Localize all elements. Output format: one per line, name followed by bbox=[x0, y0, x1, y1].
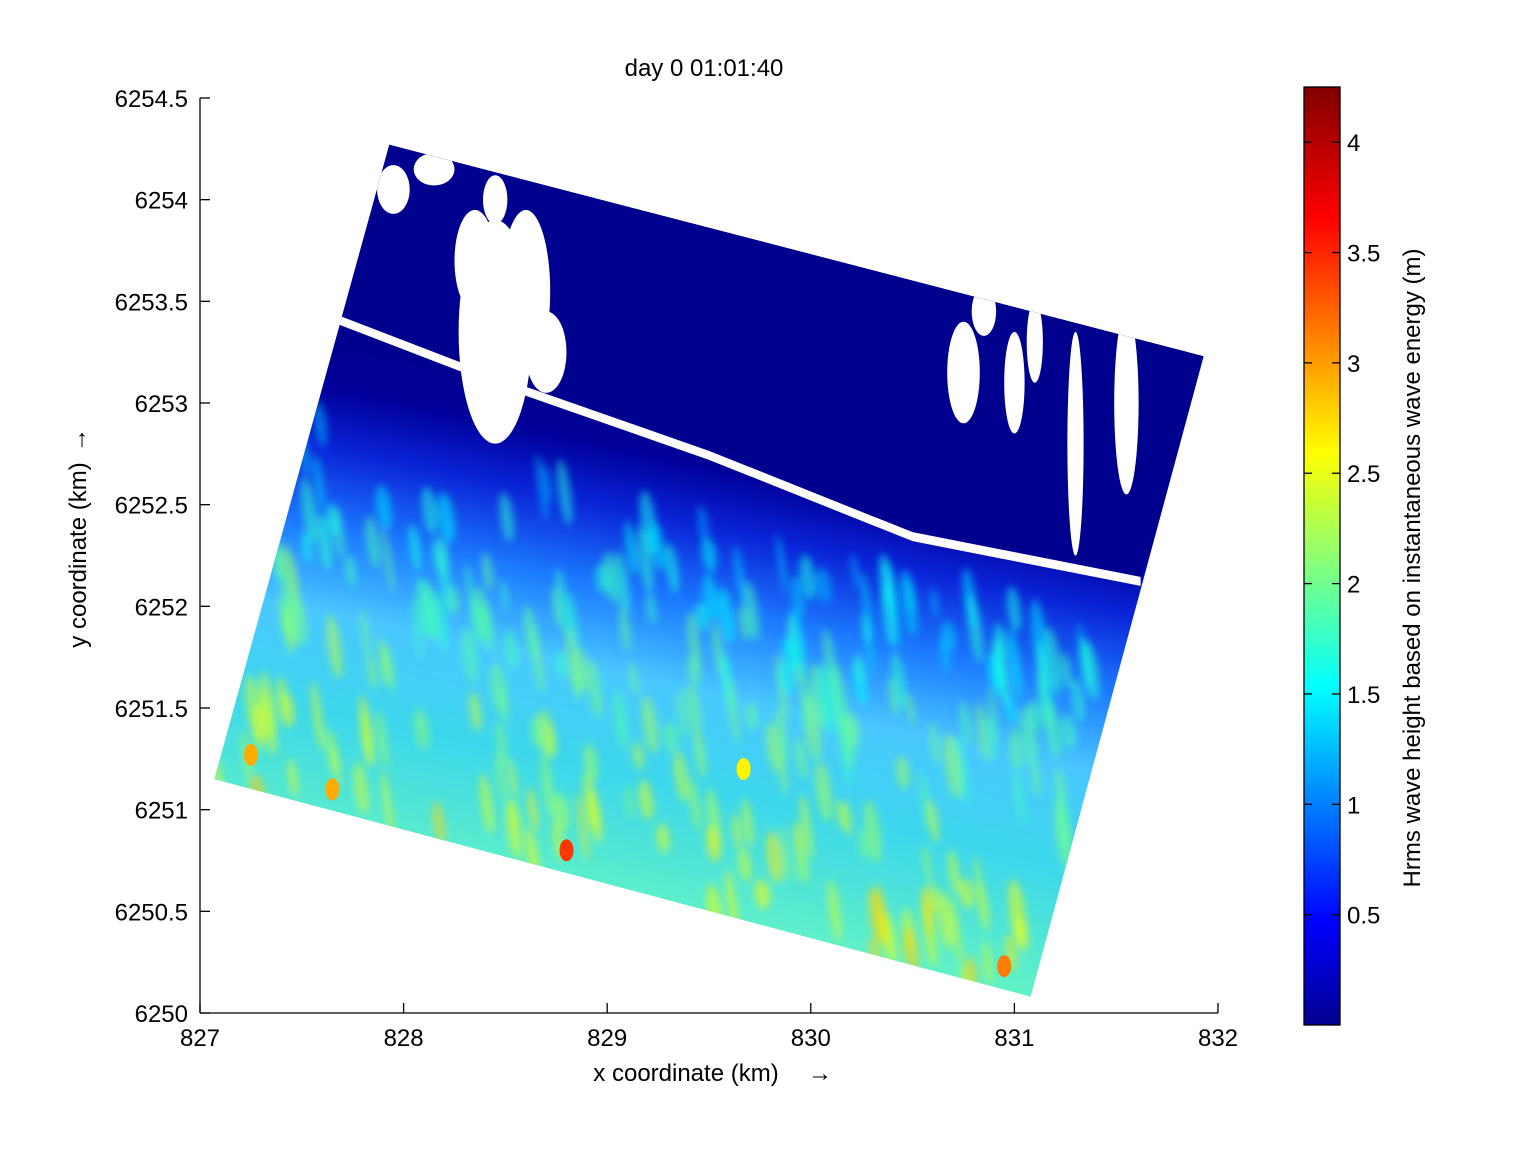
x-tick-label: 830 bbox=[791, 1025, 831, 1052]
axes: 827 828 829 830 831 832 62506250.562516251.56… bbox=[115, 86, 1238, 1052]
nearshore-water bbox=[276, 144, 1201, 580]
dry-cell bbox=[454, 209, 496, 312]
y-axis-arrow: → bbox=[65, 428, 92, 452]
wave-texture bbox=[214, 400, 1100, 994]
peak-markers bbox=[243, 743, 1012, 978]
colorbar-tick-label: 2.5 bbox=[1347, 461, 1380, 488]
peak-value-mark bbox=[559, 839, 574, 862]
dry-cell bbox=[525, 311, 567, 393]
dry-cell bbox=[1026, 301, 1043, 383]
y-tick-label: 6253.5 bbox=[115, 289, 188, 316]
colorbar-ticks: 0.5 1 1.5 2 2.5 3 3.5 4 bbox=[1304, 130, 1380, 930]
colorbar-tick-label: 2 bbox=[1347, 572, 1360, 599]
y-tick-label: 6250.5 bbox=[115, 899, 188, 926]
colorbar-tick-label: 1 bbox=[1347, 792, 1360, 819]
y-tick-label: 6252 bbox=[135, 594, 188, 621]
chart-title: day 0 01:01:40 bbox=[625, 55, 784, 82]
colorbar-label: Hrms wave height based on instantaneous … bbox=[1399, 249, 1426, 888]
dry-cell bbox=[1004, 331, 1025, 434]
colorbar-tick-label: 3.5 bbox=[1347, 241, 1380, 268]
y-tick-label: 6250 bbox=[135, 1001, 188, 1028]
y-tick-label: 6254.5 bbox=[115, 86, 188, 113]
y-axis-label-text: y coordinate (km) bbox=[65, 462, 92, 647]
dry-cells bbox=[377, 152, 1139, 556]
dry-cell bbox=[483, 175, 508, 225]
colorbar-tick-label: 4 bbox=[1347, 130, 1360, 157]
dry-cell bbox=[377, 165, 410, 214]
y-tick-label: 6251.5 bbox=[115, 696, 188, 723]
x-tick-label: 832 bbox=[1198, 1025, 1238, 1052]
dry-cell bbox=[413, 152, 455, 186]
colorbar-tick-label: 0.5 bbox=[1347, 903, 1380, 930]
y-axis-label: y coordinate (km) → bbox=[65, 428, 92, 648]
colorbar-scale bbox=[1303, 86, 1341, 1026]
dry-cell bbox=[1114, 311, 1139, 495]
peak-value-mark bbox=[243, 743, 258, 766]
x-tick-label: 829 bbox=[587, 1025, 627, 1052]
x-axis-arrow: → bbox=[808, 1060, 832, 1087]
y-tick-label: 6251 bbox=[135, 798, 188, 825]
x-tick-label: 828 bbox=[384, 1025, 424, 1052]
y-ticks: 6250 6250.5 6251 6251.5 6252 6252.5 6253 6253.5… bbox=[115, 86, 210, 1028]
colorbar: 0.5 1 1.5 2 2.5 3 3.5 4 Hrms wave height based … bbox=[1303, 86, 1426, 1026]
dry-cell bbox=[947, 321, 980, 424]
y-tick-label: 6252.5 bbox=[115, 493, 188, 520]
x-axis-label-text: x coordinate (km) bbox=[593, 1060, 778, 1087]
y-tick-label: 6253 bbox=[135, 391, 188, 418]
x-ticks: 827 828 829 830 831 832 bbox=[180, 1003, 1238, 1052]
plot-area bbox=[214, 144, 1204, 997]
heatmap-layer bbox=[214, 144, 1204, 997]
dry-cell bbox=[1067, 331, 1084, 556]
x-tick-label: 831 bbox=[994, 1025, 1034, 1052]
peak-value-mark bbox=[997, 955, 1012, 978]
colorbar-tick-label: 1.5 bbox=[1347, 682, 1380, 709]
y-tick-label: 6254 bbox=[135, 188, 188, 215]
dry-cell bbox=[971, 287, 997, 336]
peak-value-mark bbox=[736, 758, 751, 780]
x-axis-label: x coordinate (km) → bbox=[593, 1060, 832, 1087]
x-tick-label: 827 bbox=[180, 1025, 220, 1052]
peak-value-mark bbox=[325, 778, 340, 801]
colorbar-tick-label: 3 bbox=[1347, 351, 1360, 378]
